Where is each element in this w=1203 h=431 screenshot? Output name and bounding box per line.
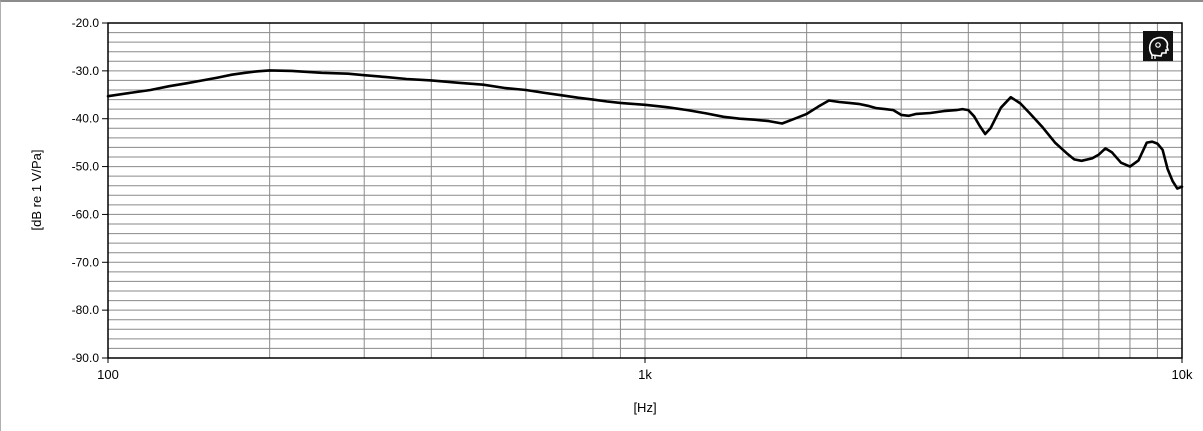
x-tick-label: 10k [1172,367,1193,382]
plot-border [107,22,1183,359]
y-tick-label: -80.0 [72,303,100,317]
y-tick-label: -60.0 [72,207,100,221]
x-tick-labels: 100 1k 10k [97,367,1193,382]
y-tick-label: -30.0 [72,64,100,78]
y-tick-label: -20.0 [72,16,100,30]
y-axis-label: [dB re 1 V/Pa] [29,150,44,231]
head-logo-icon [1143,31,1173,61]
x-axis-label: [Hz] [633,400,656,415]
y-tick-label: -90.0 [72,351,100,365]
y-tick-label: -40.0 [72,112,100,126]
y-tick-labels: -20.0 -30.0 -40.0 -50.0 -60.0 -70.0 -80.0 -90.0 [72,16,100,365]
x-tick-label: 100 [97,367,119,382]
x-tick-label: 1k [638,367,652,382]
series-layer [106,69,1184,190]
y-tick-label: -50.0 [72,160,100,174]
y-tick-label: -70.0 [72,255,100,269]
series-line [106,69,1184,190]
tick-marks [102,22,1183,363]
